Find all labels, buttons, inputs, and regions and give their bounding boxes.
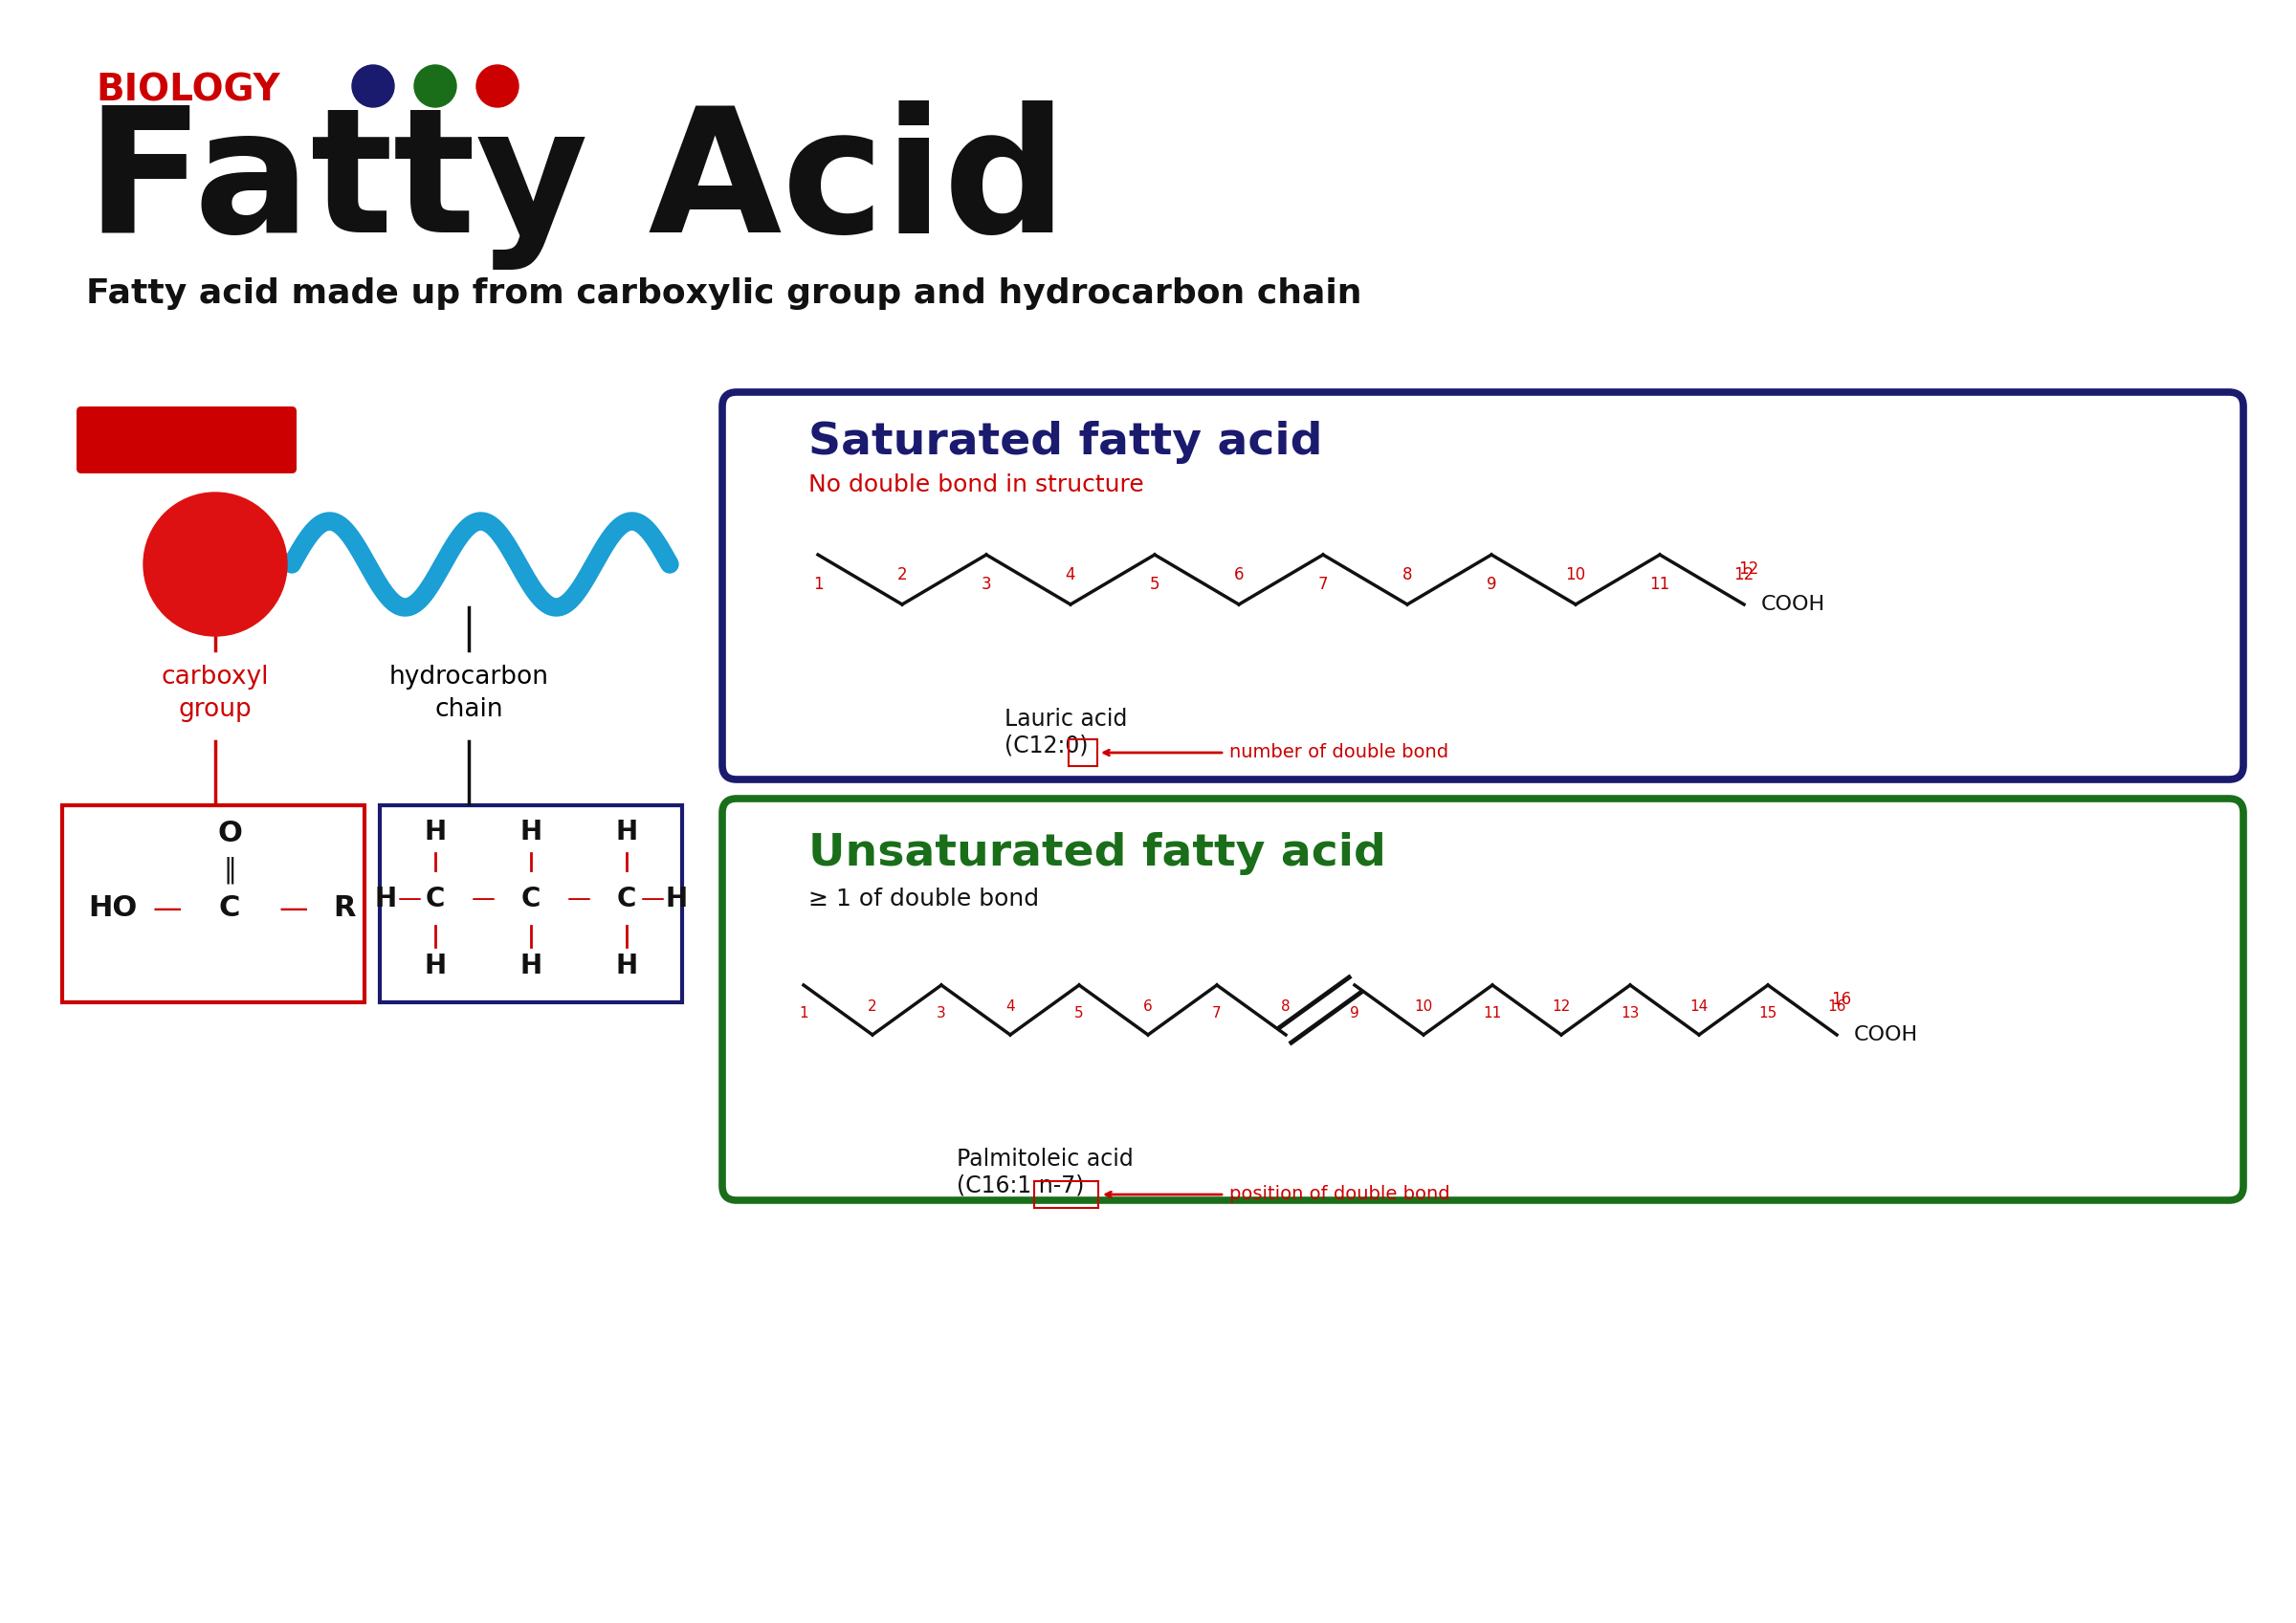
Text: 4: 4 [1006,1000,1015,1014]
Text: 5: 5 [1075,1006,1084,1021]
Text: —: — [397,888,422,911]
Text: 3: 3 [980,576,992,592]
FancyBboxPatch shape [723,393,2243,779]
Text: 9: 9 [1350,1006,1359,1021]
Text: H: H [519,818,542,846]
Text: BIOLOGY: BIOLOGY [96,71,280,109]
Text: ≥ 1 of double bond: ≥ 1 of double bond [808,888,1040,911]
Text: 8: 8 [1403,566,1412,583]
Text: 1: 1 [799,1006,808,1021]
Text: 13: 13 [1621,1006,1639,1021]
FancyBboxPatch shape [723,799,2243,1201]
Circle shape [413,65,457,107]
Text: COOH: COOH [1855,1026,1917,1044]
Text: C: C [218,894,241,922]
Text: C: C [521,886,540,912]
Text: 8: 8 [1281,1000,1290,1014]
Text: H: H [615,953,638,979]
Text: Fatty Acid: Fatty Acid [87,101,1068,269]
Circle shape [351,65,395,107]
FancyBboxPatch shape [62,805,365,1003]
Text: 6: 6 [1233,566,1244,583]
Text: —: — [280,894,308,922]
Text: 3: 3 [937,1006,946,1021]
Text: 16: 16 [1828,1000,1846,1014]
Text: 16: 16 [1832,990,1851,1008]
Text: C: C [425,886,445,912]
Text: 12: 12 [1733,566,1754,583]
Text: H: H [425,818,445,846]
Text: ‖: ‖ [223,857,236,885]
Text: 7: 7 [1318,576,1327,592]
Text: 12: 12 [1738,560,1759,578]
Text: R: R [333,894,356,922]
Text: 7: 7 [1212,1006,1221,1021]
FancyBboxPatch shape [379,805,682,1003]
Text: H: H [374,886,397,912]
Text: 11: 11 [1483,1006,1502,1021]
Text: Palmitoleic acid: Palmitoleic acid [957,1147,1134,1170]
Text: H: H [666,886,687,912]
Text: 4: 4 [1065,566,1075,583]
Text: —: — [154,894,181,922]
Text: Unsaturated fatty acid: Unsaturated fatty acid [808,833,1387,875]
Text: hydrocarbon
chain: hydrocarbon chain [388,665,549,722]
Text: O: O [218,820,241,847]
Circle shape [142,492,287,636]
Circle shape [478,65,519,107]
Text: COOH: COOH [1761,596,1825,613]
Text: 6: 6 [1143,1000,1153,1014]
Text: 10: 10 [1414,1000,1433,1014]
Text: Lauric acid: Lauric acid [1006,708,1127,730]
FancyBboxPatch shape [76,406,296,474]
Text: 9: 9 [1486,576,1497,592]
Text: Fatty acid made up from carboxylic group and hydrocarbon chain: Fatty acid made up from carboxylic group… [87,278,1362,310]
Text: 14: 14 [1690,1000,1708,1014]
Text: H: H [615,818,638,846]
Text: 11: 11 [1649,576,1669,592]
Text: Structure: Structure [94,367,280,399]
Text: H: H [519,953,542,979]
Text: carboxyl
group: carboxyl group [161,665,269,722]
Text: 5: 5 [1150,576,1159,592]
Text: —: — [471,888,496,911]
Text: 2: 2 [868,1000,877,1014]
Text: H: H [425,953,445,979]
Text: 10: 10 [1566,566,1587,583]
Text: HO: HO [87,894,138,922]
Text: Saturated fatty acid: Saturated fatty acid [808,420,1322,464]
Text: number of double bond: number of double bond [1228,743,1449,761]
Text: 2: 2 [898,566,907,583]
Text: C: C [618,886,636,912]
Text: position of double bond: position of double bond [1228,1185,1451,1204]
Text: (C16:1 n-7): (C16:1 n-7) [957,1175,1084,1198]
Text: 15: 15 [1759,1006,1777,1021]
Text: 1: 1 [813,576,822,592]
Text: —: — [641,888,664,911]
Text: (C12:0): (C12:0) [1006,735,1088,758]
Text: 12: 12 [1552,1000,1570,1014]
Text: No double bond in structure: No double bond in structure [808,474,1143,497]
Text: —: — [567,888,590,911]
